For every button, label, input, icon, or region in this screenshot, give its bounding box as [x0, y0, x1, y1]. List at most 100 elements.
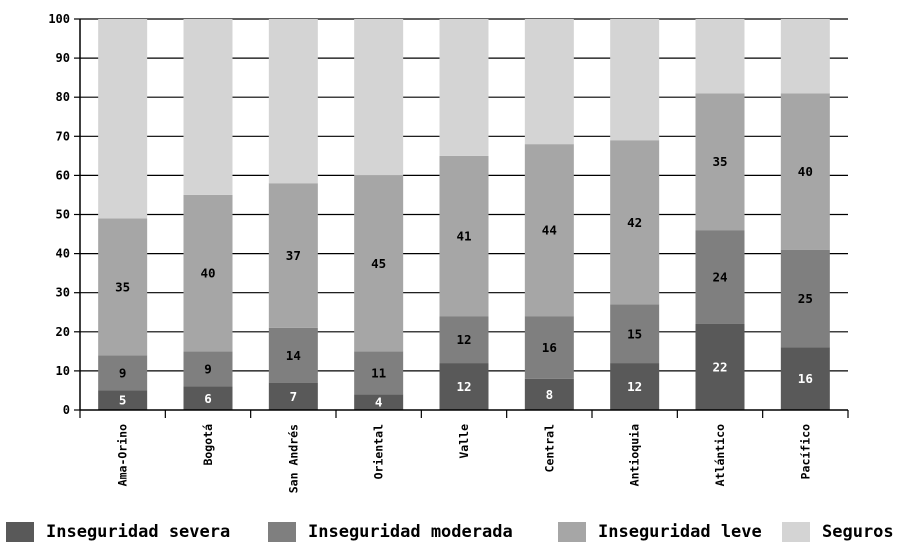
bar-segment	[695, 230, 745, 324]
y-tick-label: 70	[56, 129, 70, 143]
data-label: 35	[115, 279, 130, 294]
x-category-label: Oriental	[372, 424, 386, 479]
data-label: 7	[290, 389, 298, 404]
legend-label-severa: Inseguridad severa	[46, 522, 231, 542]
data-label: 16	[798, 371, 813, 386]
data-label: 12	[456, 332, 471, 347]
y-tick-label: 60	[56, 168, 70, 182]
y-tick-label: 10	[56, 364, 70, 378]
bar-segment	[780, 19, 830, 94]
data-label: 41	[456, 229, 471, 244]
x-category-label: Pacífico	[798, 424, 812, 479]
data-label: 14	[286, 348, 301, 363]
legend-item-leve: Inseguridad leve	[558, 519, 762, 545]
bar-segment	[439, 155, 489, 317]
bar-segment	[439, 363, 489, 410]
bar-segment	[268, 19, 318, 184]
bar-segment	[780, 347, 830, 410]
data-label: 24	[712, 270, 727, 285]
bar-segment	[183, 194, 233, 352]
bar-segment	[439, 19, 489, 156]
bar-segment	[695, 93, 745, 231]
bar-segment	[610, 140, 660, 305]
x-category-label: Ama-Orino	[116, 424, 130, 486]
y-tick-label: 30	[56, 286, 70, 300]
data-label: 9	[119, 365, 127, 380]
y-tick-label: 40	[56, 247, 70, 261]
legend-label-seguros: Seguros	[822, 522, 894, 542]
x-category-label: Antioquia	[628, 424, 642, 486]
x-category-label: Bogotá	[201, 424, 215, 466]
bar-segment	[98, 19, 148, 219]
y-tick-label: 100	[48, 12, 70, 26]
data-label: 8	[546, 387, 554, 402]
legend-swatch-severa	[6, 522, 34, 542]
bar-segment	[268, 382, 318, 410]
data-label: 44	[542, 223, 557, 238]
axes: 0 10 20 30 40 50 60 70 80 90 100 Ama-Orino Bogotá San…	[48, 12, 849, 493]
bar-segment	[183, 351, 233, 387]
legend: Inseguridad severa Inseguridad moderada …	[0, 519, 917, 545]
y-tick-label: 0	[63, 403, 70, 417]
bar-segment	[439, 316, 489, 364]
bar-segment	[780, 249, 830, 348]
legend-item-seguros: Seguros	[782, 519, 894, 545]
data-label: 6	[204, 391, 212, 406]
data-label: 37	[286, 248, 301, 263]
data-label: 42	[627, 215, 642, 230]
x-category-label: Valle	[457, 424, 471, 459]
legend-label-leve: Inseguridad leve	[598, 522, 762, 542]
legend-swatch-leve	[558, 522, 586, 542]
bar-segment	[183, 386, 233, 410]
data-labels: 5 9 35 6 9 40 7 14 37 4 11 45 12 12 41 8 16 44 12 15 42 22 24 3…	[115, 154, 813, 409]
bar-segment	[610, 19, 660, 141]
bars	[98, 19, 830, 410]
x-category-label: Central	[542, 424, 556, 473]
y-tick-label: 50	[56, 208, 70, 222]
data-label: 40	[798, 164, 813, 179]
x-category-label: San Andrés	[286, 424, 300, 493]
bar-segment	[524, 378, 574, 410]
bar-segment	[268, 183, 318, 328]
y-tick-label: 80	[56, 90, 70, 104]
data-label: 35	[712, 154, 727, 169]
data-label: 9	[204, 361, 212, 376]
bar-segment	[695, 323, 745, 410]
bar-segment	[354, 351, 404, 395]
stacked-bar-chart: 5 9 35 6 9 40 7 14 37 4 11 45 12 12 41 8 16 44 12 15 42 22 24 3…	[48, 12, 849, 493]
data-label: 45	[371, 256, 386, 271]
data-label: 5	[119, 393, 127, 408]
bar-segment	[524, 144, 574, 317]
legend-swatch-seguros	[782, 522, 810, 542]
data-label: 22	[712, 359, 727, 374]
legend-item-moderada: Inseguridad moderada	[268, 519, 513, 545]
legend-item-severa: Inseguridad severa	[6, 519, 230, 545]
bar-segment	[780, 93, 830, 250]
bar-segment	[524, 19, 574, 145]
bar-segment	[610, 363, 660, 410]
legend-swatch-moderada	[268, 522, 296, 542]
x-category-label: Atlántico	[713, 424, 727, 486]
bar-segment	[183, 19, 233, 195]
bar-segment	[98, 390, 148, 410]
y-tick-label: 90	[56, 51, 70, 65]
bar-segment	[354, 175, 404, 352]
bar-segment	[524, 316, 574, 379]
bar-segment	[98, 355, 148, 391]
bar-segment	[695, 19, 745, 94]
bar-segment	[98, 218, 148, 356]
legend-label-moderada: Inseguridad moderada	[308, 522, 513, 542]
bar-segment	[610, 304, 660, 364]
data-label: 25	[798, 291, 813, 306]
data-label: 12	[627, 379, 642, 394]
data-label: 4	[375, 395, 383, 410]
bar-segment	[268, 327, 318, 383]
data-label: 40	[200, 266, 215, 281]
data-label: 12	[456, 379, 471, 394]
bar-segment	[354, 19, 404, 176]
data-label: 15	[627, 326, 642, 341]
y-tick-label: 20	[56, 325, 70, 339]
data-label: 16	[542, 340, 557, 355]
data-label: 11	[371, 365, 386, 380]
bar-segment	[354, 394, 404, 410]
